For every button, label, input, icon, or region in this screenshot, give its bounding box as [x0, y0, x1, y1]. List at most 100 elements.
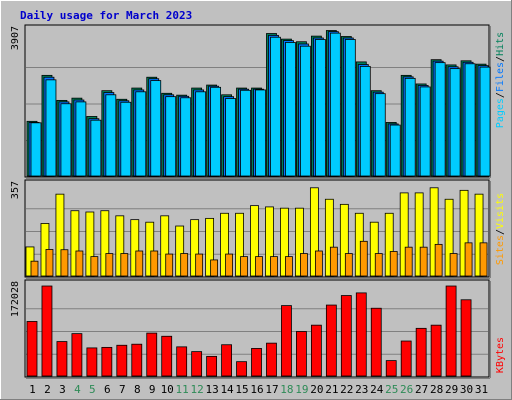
bar-pages-day-26	[404, 77, 416, 177]
bar-sites-day-31	[479, 242, 488, 277]
bar-sites-day-4	[75, 250, 84, 277]
bar-sites-day-15	[240, 256, 248, 277]
x-tick-label-day-8: 8	[134, 383, 141, 396]
bar-sites-day-28	[434, 243, 443, 277]
bar-pages-day-29	[449, 68, 461, 177]
bar-kbytes-day-27	[415, 327, 427, 377]
bar-kbytes-day-9	[146, 332, 158, 377]
bar-kbytes-day-20	[310, 324, 322, 377]
bar-visits-day-31	[474, 193, 484, 277]
x-tick-label-day-31: 31	[475, 383, 488, 396]
bar-pages-day-24	[374, 93, 386, 177]
bar-sites-day-9	[150, 250, 159, 277]
x-tick-label-day-10: 10	[161, 383, 174, 396]
bar-pages-day-6	[105, 94, 117, 177]
bar-pages-day-3	[60, 103, 72, 177]
x-tick-label-day-3: 3	[59, 383, 66, 396]
legend-entry-sites: Sites	[495, 235, 506, 265]
legend-entry-files: Files	[495, 62, 506, 92]
bar-sites-day-22	[344, 253, 353, 277]
x-tick-label-day-13: 13	[205, 383, 218, 396]
bar-visits-day-30	[459, 189, 469, 277]
bar-kbytes-day-19	[296, 331, 307, 377]
legend-entry-kbytes: KBytes	[495, 337, 506, 373]
bar-kbytes-day-18	[281, 305, 292, 377]
bar-sites-day-6	[105, 253, 114, 277]
bar-visits-day-5	[85, 211, 95, 277]
bar-pages-day-12	[195, 91, 207, 177]
bar-sites-day-2	[45, 249, 54, 277]
bar-visits-day-9	[145, 221, 155, 277]
x-tick-label-day-7: 7	[119, 383, 126, 396]
bar-pages-day-22	[344, 39, 356, 177]
x-tick-label-day-12: 12	[191, 383, 204, 396]
x-tick-label-day-25: 25	[385, 383, 398, 396]
bar-pages-day-9	[150, 80, 162, 177]
panel-max-label-hits-files-pages: 3907	[10, 26, 21, 50]
bar-kbytes-day-24	[370, 307, 382, 377]
bar-pages-day-19	[300, 45, 311, 177]
bar-pages-day-13	[210, 86, 222, 177]
x-tick-label-day-1: 1	[29, 383, 36, 396]
bar-pages-day-15	[240, 89, 251, 177]
legend-entry-pages: Pages	[495, 98, 506, 128]
bar-sites-day-27	[419, 246, 428, 277]
bar-pages-day-4	[75, 101, 87, 177]
bar-kbytes-day-7	[116, 344, 128, 377]
bar-sites-day-20	[314, 250, 323, 277]
bar-kbytes-day-16	[251, 348, 262, 377]
bar-kbytes-day-26	[400, 340, 412, 377]
bar-sites-day-16	[255, 256, 263, 277]
bar-visits-day-28	[429, 187, 439, 277]
bar-sites-day-3	[60, 249, 69, 277]
bar-visits-day-19	[295, 207, 304, 277]
x-tick-label-day-29: 29	[445, 383, 458, 396]
bar-sites-day-18	[285, 256, 293, 277]
x-tick-label-day-16: 16	[250, 383, 263, 396]
bar-sites-day-11	[180, 253, 189, 277]
bar-pages-day-17	[270, 36, 281, 177]
x-tick-label-day-17: 17	[265, 383, 278, 396]
bar-sites-day-5	[90, 256, 99, 277]
legend-entry-hits: Hits	[495, 32, 506, 56]
panel-max-label-kbytes: 172028	[10, 281, 21, 317]
bar-visits-day-7	[115, 215, 125, 277]
bar-sites-day-19	[300, 253, 308, 277]
bar-visits-day-8	[130, 219, 140, 277]
x-tick-label-day-20: 20	[310, 383, 323, 396]
bar-sites-day-24	[374, 253, 383, 277]
bar-kbytes-day-1	[26, 321, 38, 377]
legend-entry-visits: Visits	[495, 193, 506, 229]
legend-separator: /	[495, 92, 506, 98]
x-tick-label-day-27: 27	[415, 383, 428, 396]
bar-visits-day-10	[160, 215, 170, 277]
x-tick-label-day-28: 28	[430, 383, 443, 396]
panel-max-label-visits-sites: 357	[10, 181, 21, 199]
bar-visits-day-20	[309, 187, 319, 277]
bar-sites-day-13	[210, 259, 219, 277]
bar-sites-day-21	[329, 246, 338, 277]
bar-visits-day-18	[280, 207, 289, 277]
bar-kbytes-day-21	[325, 304, 337, 377]
bar-sites-day-30	[464, 242, 473, 277]
bar-pages-day-1	[30, 122, 42, 177]
x-tick-label-day-24: 24	[370, 383, 384, 396]
bar-pages-day-30	[464, 63, 476, 177]
bar-visits-day-16	[250, 205, 259, 277]
bar-pages-day-2	[45, 79, 57, 177]
x-tick-label-day-14: 14	[220, 383, 234, 396]
bar-sites-day-25	[389, 251, 398, 277]
bar-pages-day-28	[434, 62, 446, 177]
bar-kbytes-day-10	[161, 335, 173, 377]
bar-visits-day-13	[205, 217, 215, 277]
bar-pages-day-8	[135, 91, 147, 177]
bar-sites-day-8	[135, 250, 144, 277]
bar-kbytes-day-13	[206, 355, 218, 377]
bar-visits-day-29	[444, 198, 454, 277]
x-axis-day-labels: 1 2 3 4 5 6 7 8 9 10 11 12 13 14 15 16 17 18 19 20 21 22 23 24 2…	[29, 383, 488, 396]
bar-kbytes-day-22	[340, 295, 352, 377]
bar-pages-day-31	[479, 66, 491, 177]
bar-pages-day-16	[255, 89, 266, 177]
bar-visits-day-22	[339, 203, 349, 277]
